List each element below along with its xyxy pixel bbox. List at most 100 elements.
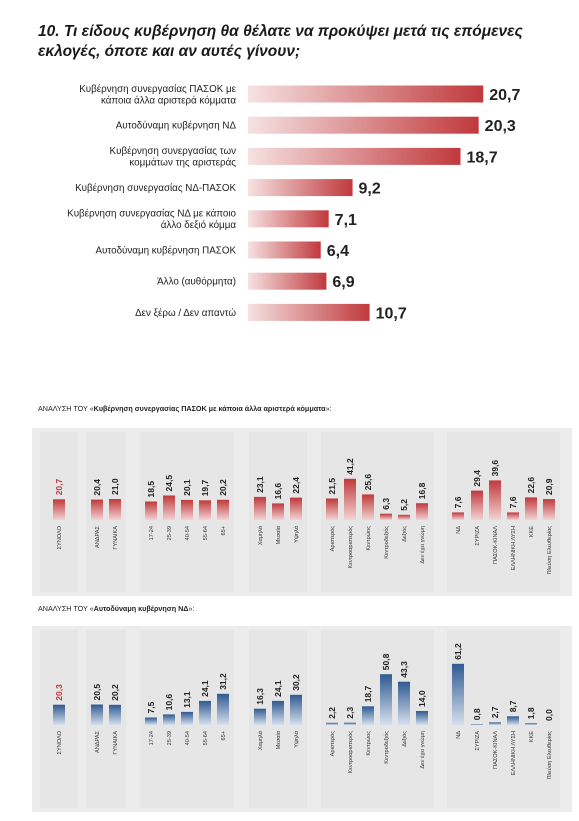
category-label: Μεσαία <box>276 730 282 749</box>
bar <box>471 724 483 725</box>
group-band <box>447 630 560 808</box>
category-label: άλλο δεξιό κόμμα <box>161 220 237 231</box>
category-label: ΚΚΕ <box>529 526 535 537</box>
category-label: 25-39 <box>167 731 173 745</box>
category-label: Κεντροδεξιός <box>383 526 390 559</box>
category-label: 55-64 <box>203 526 209 540</box>
group-band <box>321 630 434 808</box>
value-label: 20,2 <box>218 479 228 496</box>
value-label: 2,3 <box>345 707 355 719</box>
value-label: 10,7 <box>376 305 407 322</box>
category-label: Δεν έχει γνώμη <box>419 526 426 564</box>
value-label: 20,7 <box>489 87 520 104</box>
value-label: 16,8 <box>417 482 427 499</box>
bar <box>181 499 193 520</box>
category-label: 40-54 <box>185 731 191 745</box>
bar <box>248 241 321 259</box>
category-label: 25-39 <box>167 526 173 540</box>
page-title: 10. Τι είδους κυβέρνηση θα θέλατε να προ… <box>38 23 523 60</box>
bar <box>344 722 356 725</box>
value-label: 7,6 <box>508 496 518 508</box>
value-label: 6,4 <box>327 243 349 260</box>
category-label: Δεξιός <box>401 731 408 747</box>
category-label: ΠΑΣΟΚ-ΚΙΝΑΛ <box>493 731 499 769</box>
category-label: Αριστερός <box>329 526 336 552</box>
bar <box>344 478 356 520</box>
category-label: 40-54 <box>185 526 191 540</box>
bar <box>507 512 519 520</box>
bar <box>272 700 284 725</box>
value-label: 20,3 <box>485 118 516 135</box>
value-label: 20,3 <box>54 684 64 701</box>
bar <box>416 711 428 725</box>
value-label: 2,7 <box>490 706 500 718</box>
bar <box>181 711 193 725</box>
value-label: 20,7 <box>54 478 64 495</box>
bar <box>452 663 464 725</box>
category-label: Πλεύση Ελευθερίας <box>547 731 553 780</box>
value-label: 16,6 <box>273 483 283 500</box>
bar <box>525 723 537 725</box>
bar <box>109 499 121 520</box>
bar <box>525 497 537 520</box>
category-label: 55-64 <box>203 731 209 745</box>
value-label: 29,4 <box>472 470 482 487</box>
category-label: Κεντρώος <box>366 526 372 551</box>
bar <box>163 495 175 520</box>
bar <box>248 179 353 197</box>
category-label: Δεν ξέρω / Δεν απαντώ <box>135 308 236 319</box>
value-label: 19,7 <box>200 479 210 496</box>
value-label: 20,5 <box>92 684 102 701</box>
value-label: 25,6 <box>363 474 373 491</box>
category-label: Κεντροαριστερός <box>347 526 354 569</box>
value-label: 18,5 <box>146 481 156 498</box>
bar <box>290 694 302 725</box>
category-label: ΣΥΡΙΖΑ <box>475 731 481 751</box>
value-label: 61,2 <box>453 643 463 660</box>
value-label: 8,7 <box>508 700 518 712</box>
value-label: 6,9 <box>332 274 354 291</box>
bar <box>53 499 65 520</box>
bar <box>507 716 519 725</box>
category-label: ΕΛΛΗΝΙΚΗ ΛΥΣΗ <box>511 731 517 775</box>
main-horizontal-bar-chart: 20,7 Κυβέρνηση συνεργασίας ΠΑΣΟΚ μεκάποια… <box>67 84 520 323</box>
category-label: 17-24 <box>149 731 155 745</box>
category-label: Υψηλά <box>293 525 300 543</box>
value-label: 20,9 <box>544 478 554 495</box>
value-label: 7,5 <box>146 701 156 713</box>
category-label: Μεσαία <box>276 525 282 544</box>
category-label: Κυβέρνηση συνεργασίας ΠΑΣΟΚ με <box>79 84 236 95</box>
value-label: 20,1 <box>182 479 192 496</box>
category-label: Κεντροδεξιός <box>383 731 390 764</box>
value-label: 9,2 <box>359 181 381 198</box>
bar <box>489 480 501 520</box>
category-label: ΚΚΕ <box>529 731 535 742</box>
category-label: Κυβέρνηση συνεργασίας ΝΔ με κάποιο <box>67 209 236 220</box>
bar <box>471 490 483 520</box>
bar <box>145 717 157 725</box>
category-label: Άλλο (αυθόρμητα) <box>157 277 236 288</box>
value-label: 24,1 <box>273 680 283 697</box>
category-label: κάποια άλλα αριστερά κόμματα <box>101 95 236 106</box>
value-label: 24,5 <box>164 475 174 492</box>
bar <box>163 714 175 725</box>
bar <box>398 681 410 725</box>
category-label: Αριστερός <box>329 731 336 757</box>
bar <box>254 496 266 520</box>
analysis-2-heading: ΑΝΑΛΥΣΗ ΤΟΥ «Αυτοδύναμη κυβέρνηση ΝΔ»: <box>38 604 195 613</box>
value-label: 41,2 <box>345 458 355 475</box>
category-label: κομμάτων της αριστεράς <box>129 158 236 169</box>
bar <box>543 499 555 520</box>
value-label: 10,6 <box>164 694 174 711</box>
value-label: 22,6 <box>526 477 536 494</box>
value-label: 6,3 <box>381 498 391 510</box>
category-label: ΣΥΝΟΛΟ <box>57 525 63 549</box>
bar <box>398 514 410 520</box>
bar <box>326 722 338 725</box>
bar <box>53 704 65 725</box>
bar <box>452 512 464 520</box>
value-label: 18,7 <box>363 685 373 702</box>
category-label: Κεντρώος <box>366 731 372 756</box>
value-label: 23,1 <box>255 476 265 493</box>
bar <box>380 513 392 520</box>
